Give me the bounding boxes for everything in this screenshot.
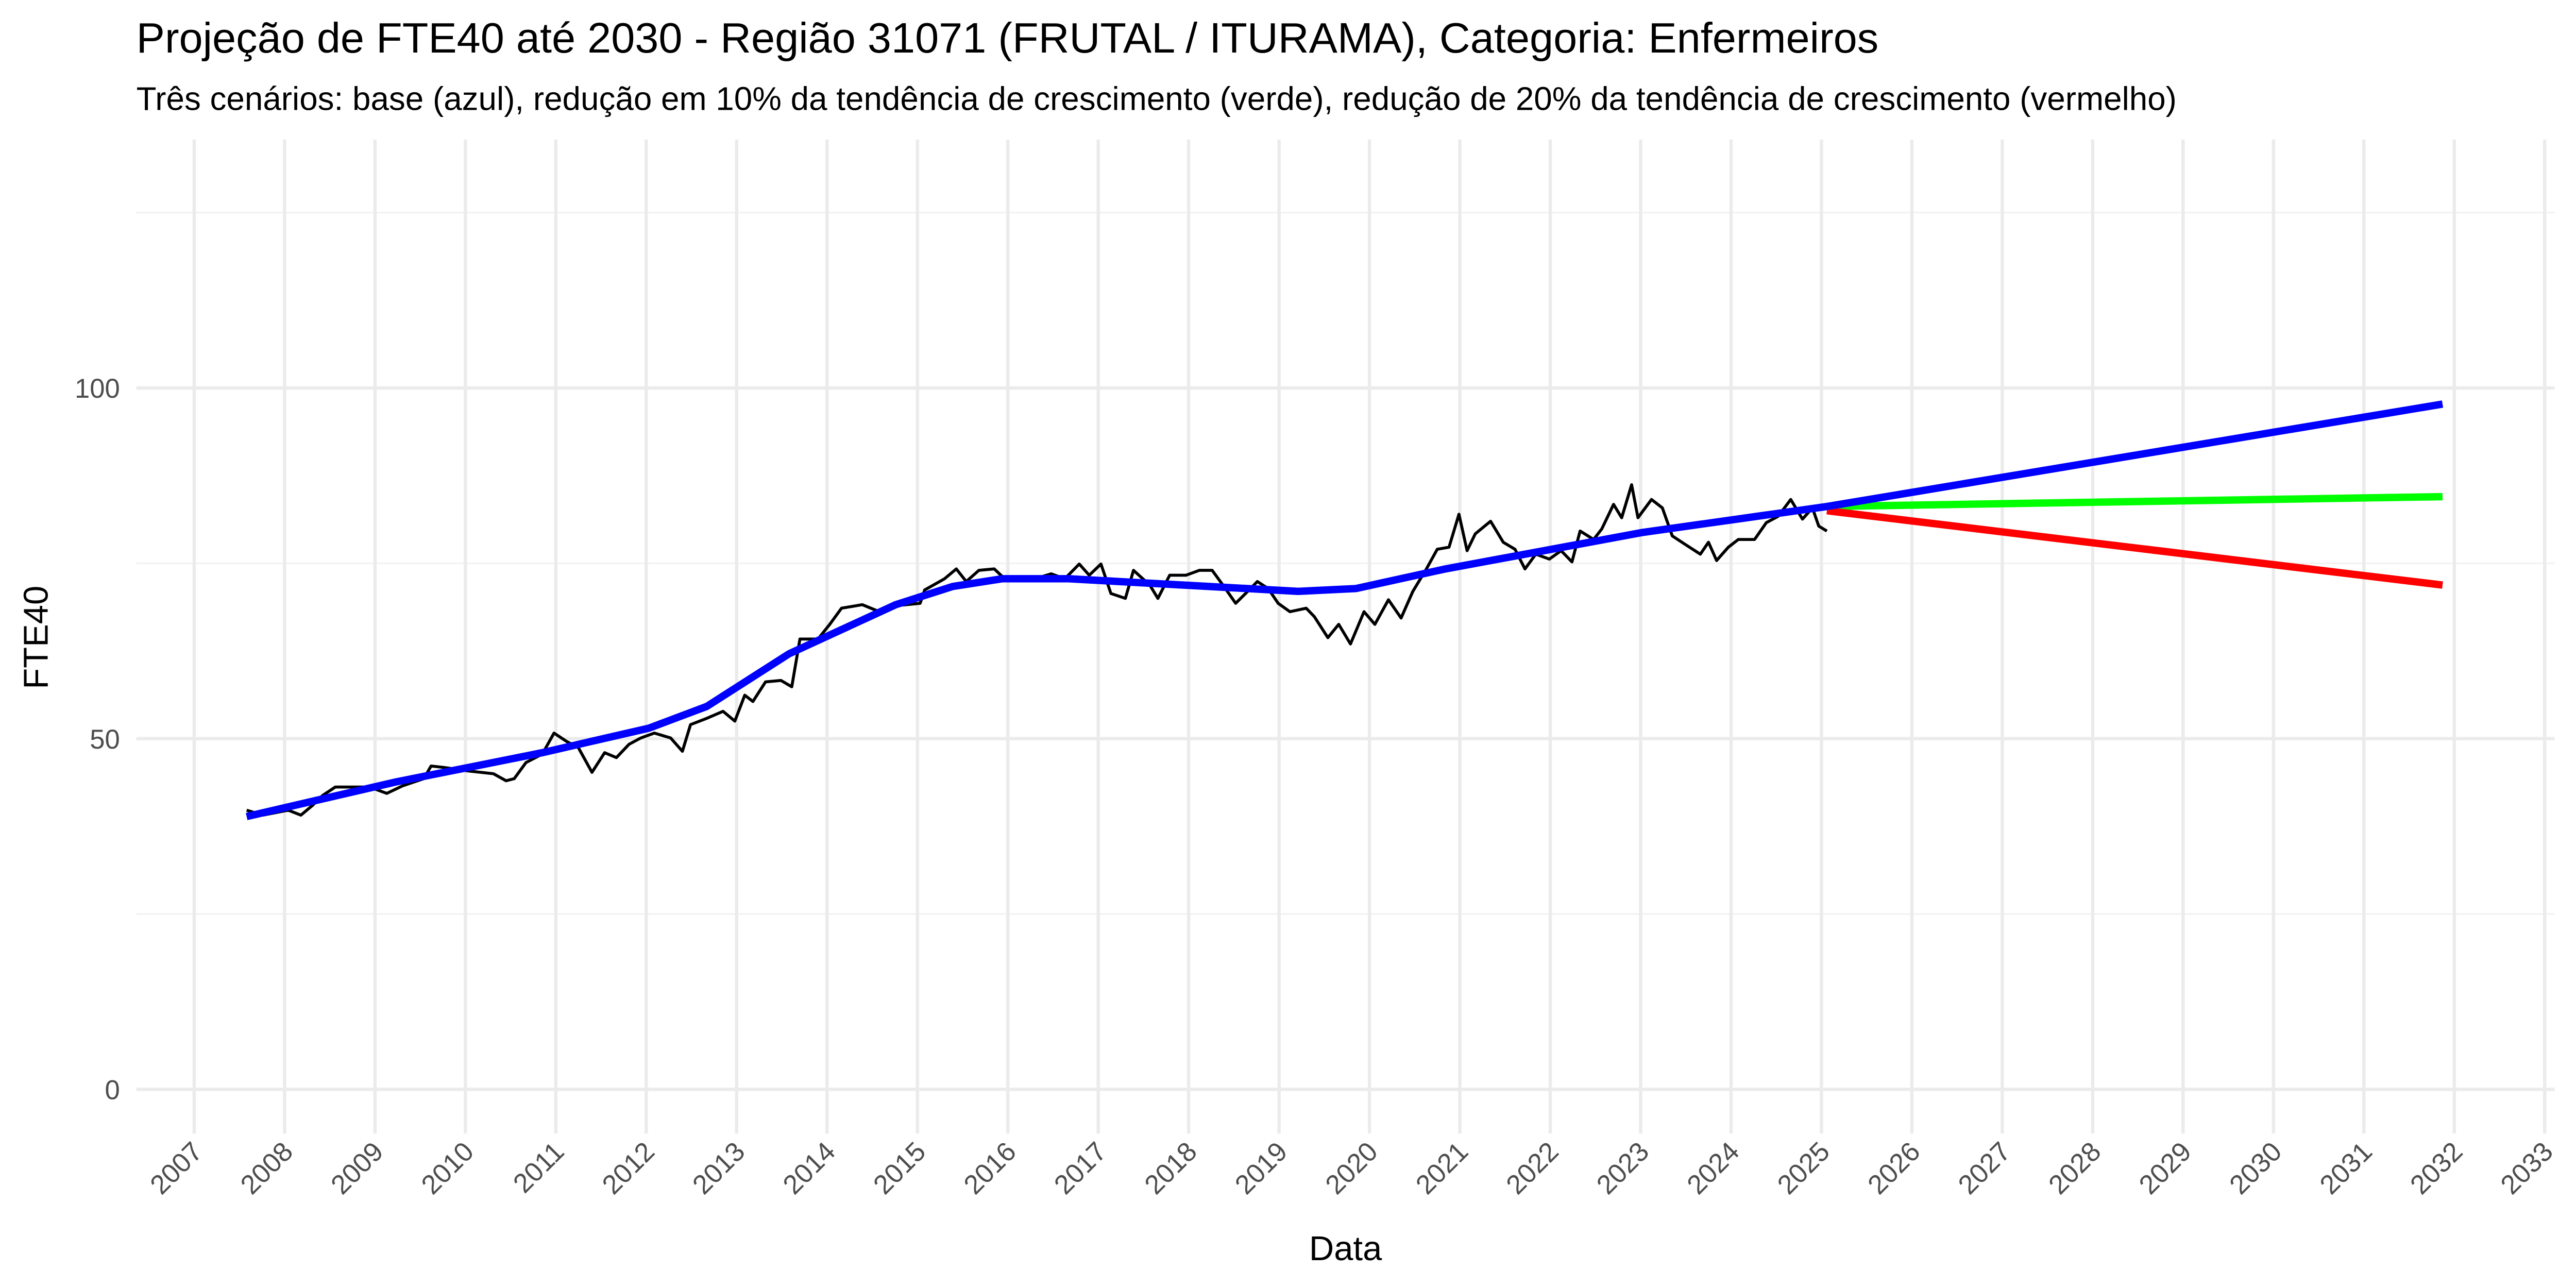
data-line	[1826, 507, 2443, 589]
x-tick-label: 2014	[777, 1136, 841, 1200]
y-tick-label: 50	[90, 724, 120, 755]
x-tick-label: 2026	[1862, 1136, 1926, 1200]
x-tick-label: 2030	[2224, 1136, 2287, 1200]
x-tick-label: 2020	[1319, 1136, 1383, 1200]
x-tick-label: 2019	[1229, 1136, 1293, 1200]
x-tick-label: 2021	[1410, 1136, 1474, 1200]
x-tick-label: 2027	[1953, 1136, 2016, 1200]
x-tick-label: 2024	[1681, 1136, 1745, 1200]
x-axis-label: Data	[1309, 1229, 1382, 1268]
x-tick-label: 2013	[687, 1136, 751, 1200]
y-tick-label: 100	[75, 374, 120, 404]
chart-title: Projeção de FTE40 até 2030 - Região 3107…	[137, 14, 1879, 62]
data-line	[246, 400, 2444, 820]
x-tick-label: 2029	[2133, 1136, 2197, 1200]
chart-subtitle: Três cenários: base (azul), redução em 1…	[137, 80, 2177, 117]
x-tick-label: 2028	[2043, 1136, 2107, 1200]
x-tick-label: 2012	[596, 1136, 660, 1200]
y-tick-label: 0	[105, 1075, 120, 1106]
x-tick-label: 2032	[2404, 1136, 2468, 1200]
x-tick-label: 2025	[1772, 1136, 1836, 1200]
x-tick-label: 2033	[2495, 1136, 2558, 1200]
y-axis-label: FTE40	[16, 586, 55, 689]
x-tick-label: 2008	[235, 1136, 299, 1200]
x-tick-label: 2011	[507, 1136, 570, 1199]
x-tick-label: 2022	[1500, 1136, 1564, 1200]
data-line	[1826, 493, 2443, 511]
x-tick-label: 2031	[2314, 1136, 2378, 1200]
x-tick-label: 2023	[1591, 1136, 1655, 1200]
x-tick-label: 2017	[1048, 1136, 1112, 1200]
x-tick-label: 2018	[1139, 1136, 1202, 1200]
x-tick-label: 2010	[416, 1136, 480, 1200]
x-tick-label: 2009	[325, 1136, 389, 1200]
x-tick-label: 2007	[144, 1136, 208, 1200]
x-tick-label: 2015	[868, 1136, 931, 1200]
x-tick-label: 2016	[958, 1136, 1022, 1200]
